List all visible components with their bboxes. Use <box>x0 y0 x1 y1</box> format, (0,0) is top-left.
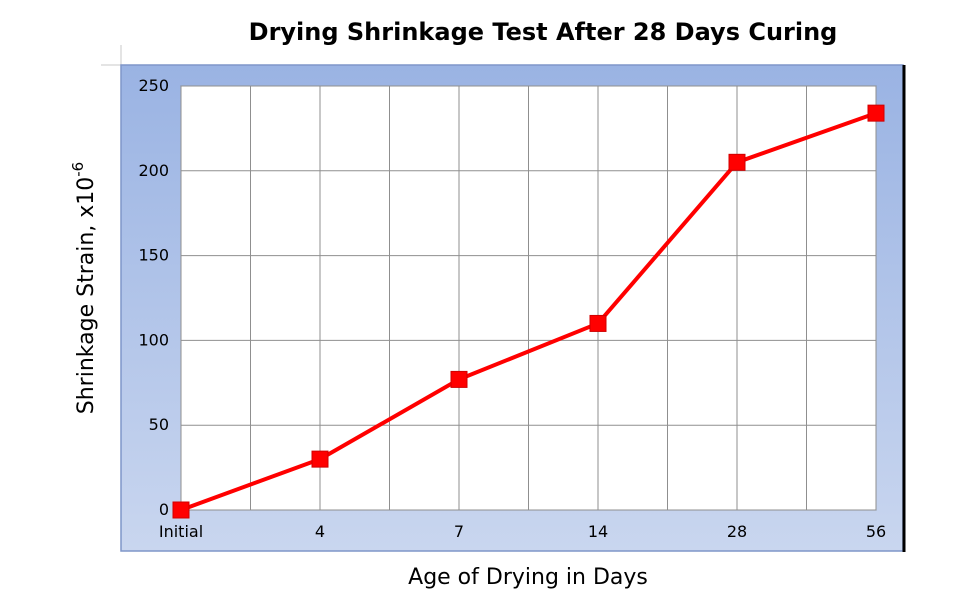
y-tick-label: 50 <box>149 415 169 434</box>
y-axis-label: Shrinkage Strain, x10-6 <box>69 162 99 414</box>
chart-title: Drying Shrinkage Test After 28 Days Curi… <box>249 18 838 46</box>
x-tick-label: 4 <box>315 522 325 541</box>
y-tick-label: 100 <box>138 330 169 349</box>
x-tick-label: 28 <box>727 522 747 541</box>
x-axis-label: Age of Drying in Days <box>408 565 648 590</box>
y-tick-label: 250 <box>138 76 169 95</box>
data-point-marker <box>589 314 607 332</box>
series-line <box>180 111 877 512</box>
grid <box>180 85 877 511</box>
y-axis-label-exponent: -6 <box>69 162 87 177</box>
data-point-marker <box>311 450 329 468</box>
y-tick-label: 0 <box>159 500 169 519</box>
y-axis-label-text: Shrinkage Strain, x10 <box>74 177 99 415</box>
x-tick-label: Initial <box>159 522 203 541</box>
series-line-group <box>172 104 885 519</box>
x-tick-label: 14 <box>588 522 608 541</box>
data-point-marker <box>172 501 190 519</box>
y-tick-label: 150 <box>138 246 169 265</box>
x-tick-label: 7 <box>454 522 464 541</box>
y-tick-label: 200 <box>138 161 169 180</box>
x-tick-label: 56 <box>866 522 886 541</box>
tick-labels: 0 50 100 150 200 250 Initial 4 7 14 28 56 <box>138 76 886 541</box>
data-point-marker <box>867 104 885 122</box>
data-point-marker <box>450 370 468 388</box>
data-point-marker <box>728 153 746 171</box>
